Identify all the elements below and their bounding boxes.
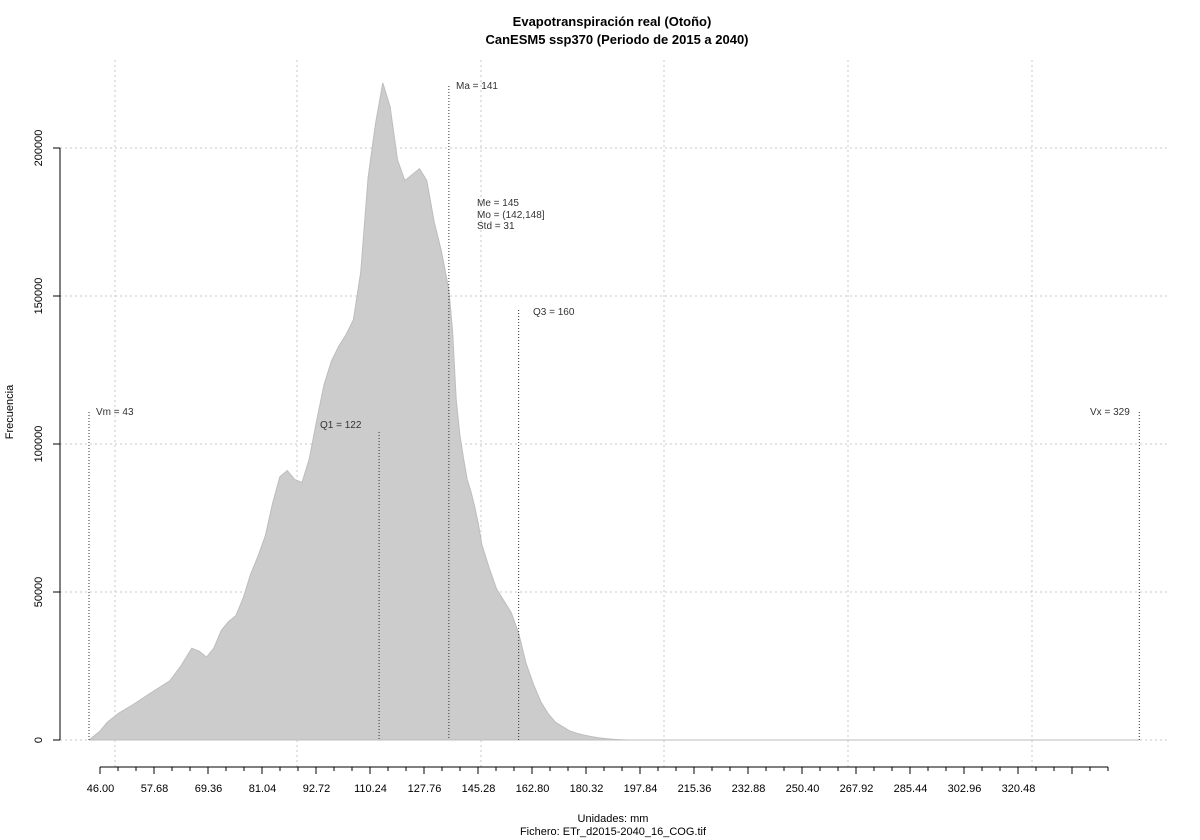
ma-label: Ma = 141 — [456, 81, 498, 92]
annotation-lines — [88, 86, 1140, 740]
q3-label: Q3 = 160 — [533, 307, 575, 318]
x-tick-label: 180.32 — [570, 783, 604, 795]
q1-label: Q1 = 122 — [320, 420, 362, 431]
axes: 0 50000 100000 150000 200000 46.00 57.68 69.36 8… — [33, 130, 1109, 795]
x-tick-label: 46.00 — [87, 783, 115, 795]
x-tick-label: 57.68 — [141, 783, 169, 795]
x-tick-label: 69.36 — [195, 783, 223, 795]
x-tick-label: 127.76 — [408, 783, 442, 795]
y-tick-label: 50000 — [33, 577, 45, 608]
x-tick-label: 232.88 — [732, 783, 766, 795]
mo-label: Mo = (142,148] — [477, 210, 545, 221]
x-tick-label: 302.96 — [948, 783, 982, 795]
x-tick-label: 162.80 — [516, 783, 550, 795]
x-tick-label: 320.48 — [1002, 783, 1036, 795]
x-tick-label: 250.40 — [786, 783, 820, 795]
std-label: Std = 31 — [477, 221, 515, 232]
x-axis-label: Unidades: mm — [578, 813, 649, 825]
x-tick-label: 81.04 — [249, 783, 277, 795]
x-tick-label: 110.24 — [354, 783, 387, 795]
density-area — [88, 82, 1140, 741]
y-tick-label: 200000 — [33, 130, 45, 167]
chart-title: Evapotranspiración real (Otoño) — [513, 14, 712, 29]
y-tick-label: 0 — [33, 737, 45, 743]
chart-subtitle: CanESM5 ssp370 (Periodo de 2015 a 2040) — [485, 32, 748, 47]
y-tick-label: 100000 — [33, 426, 45, 463]
x-tick-label: 197.84 — [624, 783, 658, 795]
vx-label: Vx = 329 — [1090, 407, 1130, 418]
y-tick-label: 150000 — [33, 278, 45, 315]
y-axis-label: Frecuencia — [4, 384, 16, 439]
me-label: Me = 145 — [477, 198, 519, 209]
x-tick-label: 92.72 — [303, 783, 331, 795]
x-tick-label: 215.36 — [678, 783, 712, 795]
chart-caption: Fichero: ETr_d2015-2040_16_COG.tif — [520, 826, 707, 838]
x-tick-label: 285.44 — [894, 783, 928, 795]
vm-label: Vm = 43 — [96, 407, 134, 418]
x-tick-label: 267.92 — [840, 783, 874, 795]
x-tick-label: 145.28 — [462, 783, 496, 795]
